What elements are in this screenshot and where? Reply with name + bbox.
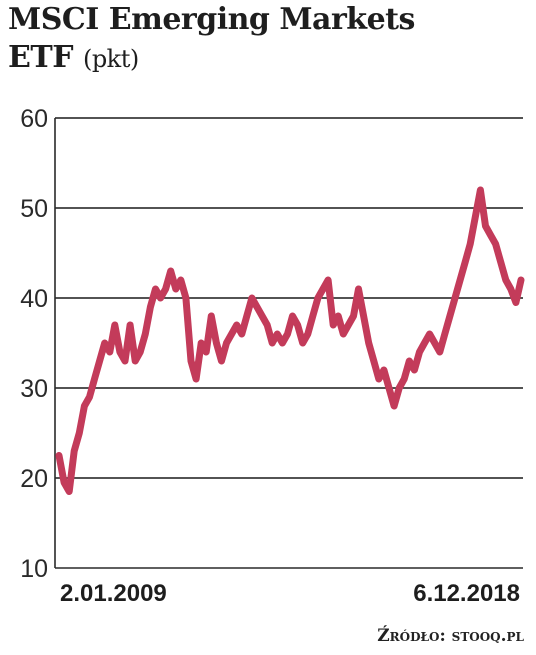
chart-title-line1: MSCI Emerging Markets — [8, 2, 415, 37]
x-end-label: 6.12.2018 — [413, 580, 520, 607]
grid-lines — [55, 117, 523, 479]
axes: 10 20 30 40 50 60 — [20, 105, 523, 583]
chart-unit: (pkt) — [82, 45, 139, 73]
y-tick-label: 60 — [20, 105, 48, 133]
y-tick-label: 10 — [20, 555, 48, 583]
chart-title-line2: ETF (pkt) — [8, 40, 139, 75]
series-line-0 — [55, 186, 525, 495]
source-note: Źródło: stooq.pl — [377, 626, 524, 646]
y-tick-label: 40 — [20, 285, 48, 313]
chart-title-etf: ETF — [8, 40, 74, 75]
series-layer — [55, 186, 525, 495]
x-start-label: 2.01.2009 — [60, 580, 167, 607]
y-tick-label: 50 — [20, 195, 48, 223]
y-tick-label: 20 — [20, 465, 48, 493]
y-tick-label: 30 — [20, 375, 48, 403]
